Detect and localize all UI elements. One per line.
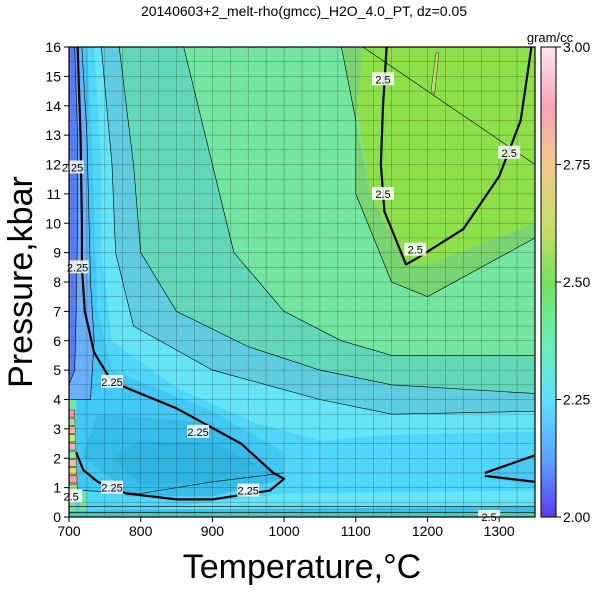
density-stripe — [69, 442, 77, 451]
y-tick-label: 13 — [45, 127, 61, 143]
y-tick-label: 15 — [45, 68, 61, 84]
y-tick-label: 10 — [45, 215, 61, 231]
density-stripe — [69, 409, 75, 418]
contour-label: 2.5 — [60, 489, 83, 503]
contour-label: 2.25 — [61, 160, 84, 174]
contour-label: 2.25 — [237, 483, 260, 498]
colorbar-ticks: 2.00 2.25 2.50 2.75 3.00 — [556, 39, 590, 525]
density-stripe — [69, 418, 76, 426]
contour-label-text: 2.25 — [101, 483, 122, 495]
thin-contour-line — [101, 47, 535, 415]
colorbar-gradient — [540, 46, 557, 518]
density-peak — [430, 52, 440, 95]
bold-contour-line — [484, 474, 535, 483]
y-tick-label: 8 — [53, 274, 61, 290]
colorbar-tick-label: 2.00 — [563, 509, 590, 525]
contour-label: 2.25 — [101, 480, 124, 495]
contour-label-text: 2.25 — [187, 427, 208, 439]
x-tick-label: 700 — [57, 523, 81, 539]
contour-label-text: 2.5 — [375, 74, 390, 86]
thin-contour-line — [112, 47, 535, 356]
density-stripe — [69, 459, 77, 467]
x-tick-label: 1000 — [268, 523, 299, 539]
contour-label: 2.5 — [372, 186, 395, 201]
y-tick-label: 9 — [53, 245, 61, 261]
colorbar-unit: gram/cc — [527, 30, 574, 45]
colorbar-tick-label: 2.50 — [563, 274, 590, 290]
contour-label-text: 2.25 — [238, 486, 259, 498]
contour-label-box — [101, 480, 124, 494]
contour-label-text: 2.25 — [101, 377, 122, 389]
colorbar-tick-label: 2.75 — [563, 157, 590, 173]
x-tick-label: 1300 — [484, 523, 515, 539]
contour-label: 2.5 — [498, 145, 521, 160]
contour-label: 2.25 — [66, 260, 89, 274]
y-tick-label: 4 — [53, 392, 61, 408]
y-tick-label: 5 — [53, 362, 61, 378]
y-tick-label: 2 — [53, 450, 61, 466]
density-stripe — [69, 451, 77, 459]
y-tick-label: 3 — [53, 421, 61, 437]
contour-label-box — [237, 483, 260, 497]
y-tick-label: 7 — [53, 303, 61, 319]
colorbar-tick-label: 3.00 — [563, 39, 590, 55]
y-tick-label: 14 — [45, 98, 61, 114]
x-tick-label: 800 — [129, 523, 153, 539]
density-region — [112, 440, 256, 485]
density-stripe — [69, 434, 76, 442]
contour-label-text: 2.5 — [408, 245, 423, 257]
contour-label-text: 2.5 — [502, 148, 517, 160]
y-tick-label: 6 — [53, 333, 61, 349]
y-tick-label: 1 — [53, 480, 61, 496]
x-axis-ticks: 700 800 900 1000 1100 1200 1300 — [57, 517, 515, 539]
contour-label: 2.25 — [187, 424, 210, 439]
contour-label-box — [404, 242, 427, 256]
colorbar-tick-label: 2.25 — [563, 392, 590, 408]
contour-label-box — [66, 260, 89, 274]
contour-labels: 2.25 2.25 2.25 2.25 2.25 2.25 2.5 2.5 2.5 2.5 2.5 2… — [60, 72, 521, 524]
y-tick-label: 12 — [45, 157, 61, 173]
contour-label-box — [372, 72, 395, 86]
contour-label-box — [187, 424, 210, 438]
y-axis-label: Pressure,kbar — [2, 176, 40, 388]
colorbar: gram/cc 2.00 2.25 2.50 2.75 3.00 — [527, 30, 591, 525]
contour-label-box — [498, 145, 521, 159]
y-tick-label: 0 — [53, 509, 61, 525]
thin-contour-line — [341, 47, 535, 298]
contour-label: 2.5 — [372, 72, 395, 86]
contour-label-text: 2.25 — [62, 162, 83, 174]
contour-label: 2.25 — [101, 374, 124, 389]
contour-label-text: 2.25 — [67, 262, 88, 274]
contour-label: 2.5 — [404, 242, 427, 257]
density-stripe — [69, 426, 76, 434]
density-stripe — [69, 475, 78, 484]
x-tick-label: 900 — [201, 523, 225, 539]
thin-contour-line — [94, 47, 535, 394]
density-region — [341, 47, 535, 297]
x-axis-label: Temperature,°C — [183, 548, 421, 586]
contour-label-box — [60, 489, 83, 503]
thin-contour-line — [362, 47, 535, 165]
contour-label-box — [372, 186, 395, 200]
x-tick-label: 1200 — [412, 523, 443, 539]
bold-contour-line — [484, 454, 535, 474]
density-region — [69, 47, 78, 385]
contour-label-text: 2.5 — [64, 491, 79, 503]
contour-label-box — [61, 160, 84, 174]
contour-label-box — [101, 374, 124, 388]
contour-label-text: 2.5 — [481, 512, 496, 524]
x-tick-label: 1100 — [341, 523, 371, 539]
chart-title: 20140603+2_melt-rho(gmcc)_H2O_4.0_PT, dz… — [141, 3, 467, 19]
y-tick-label: 16 — [45, 39, 61, 55]
contour-label-text: 2.5 — [375, 189, 390, 201]
y-tick-label: 11 — [46, 186, 61, 202]
density-stripe — [69, 467, 77, 475]
thin-contour-line — [69, 47, 95, 400]
